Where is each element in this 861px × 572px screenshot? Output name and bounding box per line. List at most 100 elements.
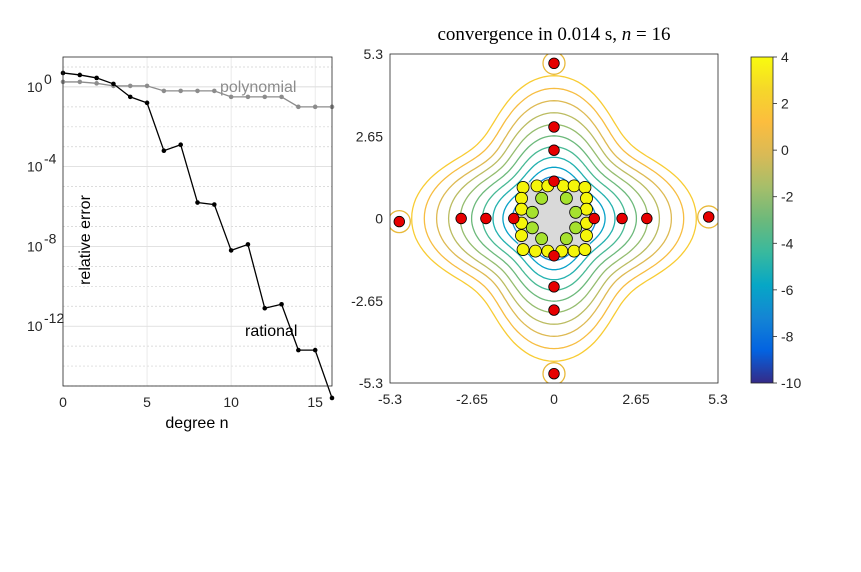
colorbar-tick-label: 4 [781, 49, 789, 65]
support-point [580, 202, 593, 216]
pole-marker [548, 250, 560, 262]
series-point-rational [161, 148, 167, 154]
series-point-polynomial [262, 94, 268, 100]
colorbar-tick-label: -2 [781, 189, 794, 205]
error-plot-ytick-exp: -12 [44, 310, 64, 326]
contour-xtick-label: -2.65 [456, 391, 488, 407]
colorbar-tick-label: 2 [781, 96, 789, 112]
singular-region [518, 182, 590, 254]
pole-contour-loop [542, 362, 566, 383]
support-point [580, 191, 593, 205]
support-point [578, 181, 592, 194]
error-plot-ylabel: relative error [77, 194, 94, 284]
pole-marker [508, 212, 520, 225]
series-point-polynomial [77, 79, 83, 85]
contour-title-suffix: = 16 [631, 24, 670, 45]
pole-marker [548, 304, 560, 316]
series-point-rational [212, 202, 217, 207]
contour-line [447, 112, 661, 325]
pole-marker [393, 215, 405, 228]
support-point [535, 191, 549, 205]
contour-xtick-label: 2.65 [622, 391, 649, 407]
error-plot-xlabel: degree n [165, 415, 228, 432]
poles [393, 57, 715, 380]
support-point [559, 191, 573, 205]
support-point [567, 179, 581, 193]
error-plot-ytick-base: 10 [27, 238, 43, 254]
contour-line [423, 87, 685, 350]
error-plot-frame [62, 56, 333, 387]
contour-ytick-label: 2.65 [356, 128, 383, 144]
pole-marker [548, 57, 560, 70]
contour-xticks: -5.3 -2.65 0 2.65 5.3 [378, 391, 728, 407]
support-point [578, 243, 592, 256]
contour-plot: convergence in 0.014 s, n = 16 -5.3 -2.65… [351, 24, 728, 407]
pole-contour-loop [390, 209, 411, 234]
error-plot-ytick: 10 -4 [27, 151, 57, 175]
pole-marker [548, 367, 560, 380]
error-plot-ytick-exp: 0 [44, 71, 52, 87]
contour-line [492, 156, 616, 281]
series-point-rational [296, 347, 301, 353]
support-point [515, 229, 528, 242]
contour-ytick-label: -2.65 [351, 293, 383, 309]
series-point-rational [94, 75, 99, 81]
error-plot-series [60, 70, 335, 401]
series-point-rational [111, 81, 116, 87]
contour-line [470, 135, 638, 302]
error-plot-ytick-base: 10 [27, 79, 43, 95]
colorbar: 4 2 0 -2 -4 -6 -8 -10 [750, 49, 801, 391]
series-point-rational [127, 94, 133, 100]
pole-marker [703, 211, 715, 223]
series-point-rational [279, 301, 284, 307]
polynomial-label: polynomial [220, 79, 296, 96]
error-plot-area [63, 57, 332, 386]
support-point [580, 229, 593, 242]
series-point-rational [178, 142, 183, 148]
error-plot-ytick-base: 10 [27, 159, 43, 175]
pole-marker [548, 144, 560, 156]
series-point-rational [228, 248, 234, 253]
error-plot-ytick: 10 -8 [27, 230, 57, 254]
colorbar-ticks: 4 2 0 -2 -4 -6 -8 -10 [773, 49, 801, 391]
pole-marker [588, 212, 600, 225]
error-plot-ytick-base: 10 [27, 318, 43, 334]
series-point-polynomial [212, 88, 217, 94]
colorbar-tick-label: -8 [781, 328, 794, 344]
series-point-rational [144, 100, 150, 106]
colorbar-tick-label: -10 [781, 375, 801, 391]
error-plot-xticks: 0 5 10 15 [59, 394, 323, 410]
support-point [516, 243, 530, 256]
series-point-polynomial [94, 81, 99, 86]
series-point-polynomial [178, 88, 183, 94]
error-plot-ytick-exp: -4 [44, 151, 57, 167]
contour-title-prefix: convergence in 0.014 s, [437, 24, 621, 45]
series-point-polynomial [161, 88, 167, 94]
contour-xtick-label: -5.3 [378, 391, 402, 407]
support-point [529, 244, 542, 258]
series-point-polynomial [279, 94, 284, 100]
contour-ytick-label: -5.3 [359, 375, 383, 391]
error-plot-xtick-label: 5 [143, 394, 151, 410]
pole-marker [548, 121, 560, 133]
support-point [567, 244, 581, 258]
support-point [569, 221, 583, 235]
colorbar-tick-label: -6 [781, 282, 794, 298]
support-point [559, 232, 573, 246]
support-point [515, 191, 528, 205]
series-point-rational [245, 242, 251, 247]
support-point [569, 205, 583, 219]
error-plot-ytick: 10 -12 [27, 310, 64, 334]
support-point [516, 181, 530, 194]
contour-ytick-label: 0 [375, 211, 383, 227]
pole-contour-loop [542, 54, 566, 75]
rational-label: rational [245, 323, 297, 340]
error-plot-ytick-exp: -8 [44, 230, 57, 246]
colorbar-tick-label: -4 [781, 235, 794, 251]
contour-title-var: n [622, 24, 632, 45]
contour-title: convergence in 0.014 s, n = 16 [437, 24, 670, 45]
series-point-rational [262, 305, 268, 311]
